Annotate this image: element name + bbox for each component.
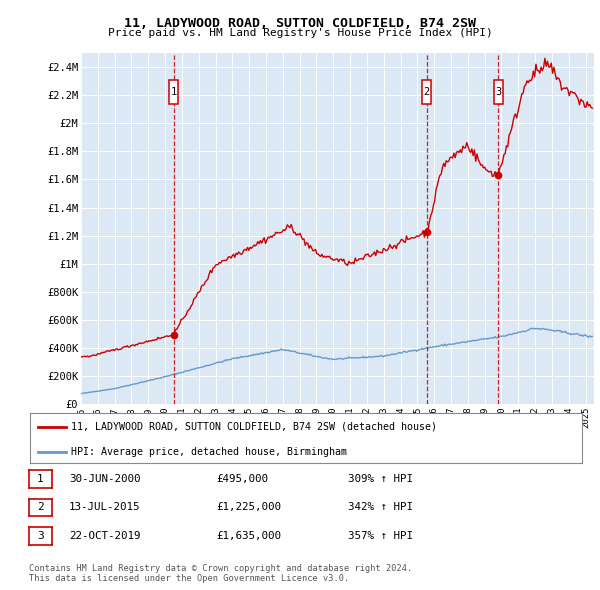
Text: Price paid vs. HM Land Registry's House Price Index (HPI): Price paid vs. HM Land Registry's House … [107,28,493,38]
Text: 11, LADYWOOD ROAD, SUTTON COLDFIELD, B74 2SW (detached house): 11, LADYWOOD ROAD, SUTTON COLDFIELD, B74… [71,421,437,431]
Text: £1,635,000: £1,635,000 [216,531,281,540]
Text: 3: 3 [37,531,44,540]
Text: £1,225,000: £1,225,000 [216,503,281,512]
Text: 2: 2 [37,503,44,512]
Text: £495,000: £495,000 [216,474,268,484]
Text: 309% ↑ HPI: 309% ↑ HPI [348,474,413,484]
Text: HPI: Average price, detached house, Birmingham: HPI: Average price, detached house, Birm… [71,447,347,457]
Text: 1: 1 [37,474,44,484]
Text: 2: 2 [424,87,430,97]
Text: Contains HM Land Registry data © Crown copyright and database right 2024.
This d: Contains HM Land Registry data © Crown c… [29,563,412,583]
FancyBboxPatch shape [169,80,178,104]
FancyBboxPatch shape [494,80,503,104]
FancyBboxPatch shape [422,80,431,104]
Text: 357% ↑ HPI: 357% ↑ HPI [348,531,413,540]
Text: 22-OCT-2019: 22-OCT-2019 [69,531,140,540]
Text: 13-JUL-2015: 13-JUL-2015 [69,503,140,512]
Text: 1: 1 [170,87,176,97]
Text: 3: 3 [495,87,501,97]
Text: 11, LADYWOOD ROAD, SUTTON COLDFIELD, B74 2SW: 11, LADYWOOD ROAD, SUTTON COLDFIELD, B74… [124,17,476,30]
Text: 30-JUN-2000: 30-JUN-2000 [69,474,140,484]
Text: 342% ↑ HPI: 342% ↑ HPI [348,503,413,512]
